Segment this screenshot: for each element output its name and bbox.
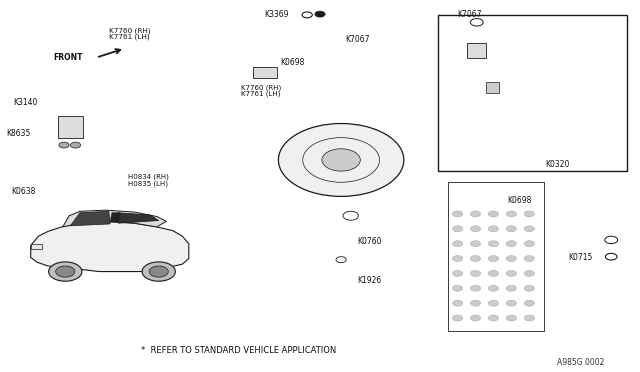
Circle shape bbox=[506, 315, 516, 321]
Circle shape bbox=[488, 285, 499, 291]
Circle shape bbox=[524, 256, 534, 262]
Circle shape bbox=[142, 262, 175, 281]
Bar bbox=[5, 13, 236, 236]
Bar bbox=[448, 182, 544, 331]
Circle shape bbox=[452, 270, 463, 276]
Text: K7760 (RH): K7760 (RH) bbox=[241, 84, 281, 91]
Circle shape bbox=[506, 270, 516, 276]
Circle shape bbox=[452, 241, 463, 247]
Circle shape bbox=[70, 142, 81, 148]
Polygon shape bbox=[70, 211, 110, 226]
Circle shape bbox=[524, 300, 534, 306]
Circle shape bbox=[488, 226, 499, 232]
Text: K0638: K0638 bbox=[12, 187, 36, 196]
Circle shape bbox=[524, 211, 534, 217]
Circle shape bbox=[524, 270, 534, 276]
Circle shape bbox=[322, 149, 360, 171]
Circle shape bbox=[524, 285, 534, 291]
Circle shape bbox=[59, 142, 69, 148]
Polygon shape bbox=[31, 221, 189, 272]
Polygon shape bbox=[83, 15, 218, 138]
Text: H0834 (RH): H0834 (RH) bbox=[128, 173, 169, 180]
Circle shape bbox=[488, 270, 499, 276]
Circle shape bbox=[452, 211, 463, 217]
Circle shape bbox=[49, 262, 82, 281]
Bar bbox=[31, 244, 42, 249]
Circle shape bbox=[470, 241, 481, 247]
Circle shape bbox=[506, 300, 516, 306]
Bar bbox=[467, 43, 486, 58]
Circle shape bbox=[488, 256, 499, 262]
Circle shape bbox=[524, 226, 534, 232]
Text: FRONT: FRONT bbox=[53, 53, 83, 62]
Text: K7760 (RH): K7760 (RH) bbox=[109, 27, 150, 34]
Text: K7761 (LH): K7761 (LH) bbox=[241, 91, 280, 97]
Text: K7067: K7067 bbox=[346, 35, 370, 44]
Circle shape bbox=[149, 266, 168, 277]
Circle shape bbox=[488, 211, 499, 217]
Circle shape bbox=[452, 256, 463, 262]
Text: K0698: K0698 bbox=[280, 58, 305, 67]
Circle shape bbox=[506, 226, 516, 232]
Circle shape bbox=[506, 285, 516, 291]
Text: K7761 (LH): K7761 (LH) bbox=[109, 34, 149, 41]
Circle shape bbox=[488, 300, 499, 306]
Circle shape bbox=[452, 315, 463, 321]
Text: K0698: K0698 bbox=[508, 196, 532, 205]
Circle shape bbox=[488, 241, 499, 247]
Polygon shape bbox=[54, 171, 205, 203]
Bar bbox=[253, 67, 277, 78]
Circle shape bbox=[470, 315, 481, 321]
Circle shape bbox=[506, 211, 516, 217]
Bar bbox=[438, 15, 627, 171]
Circle shape bbox=[470, 226, 481, 232]
Circle shape bbox=[506, 241, 516, 247]
Circle shape bbox=[452, 226, 463, 232]
Bar bbox=[58, 116, 83, 138]
Circle shape bbox=[524, 315, 534, 321]
Polygon shape bbox=[110, 213, 120, 222]
Polygon shape bbox=[118, 213, 159, 223]
Text: H0835 (LH): H0835 (LH) bbox=[128, 180, 168, 187]
Text: K1926: K1926 bbox=[357, 276, 381, 285]
Circle shape bbox=[470, 300, 481, 306]
Circle shape bbox=[470, 256, 481, 262]
Bar bbox=[435, 123, 557, 339]
Circle shape bbox=[470, 211, 481, 217]
Circle shape bbox=[278, 124, 404, 196]
Text: K8635: K8635 bbox=[6, 129, 31, 138]
Bar bbox=[486, 82, 499, 93]
Text: K3140: K3140 bbox=[13, 98, 37, 107]
Circle shape bbox=[506, 256, 516, 262]
Circle shape bbox=[452, 300, 463, 306]
Text: K0715: K0715 bbox=[568, 253, 593, 262]
Text: A985G 0002: A985G 0002 bbox=[557, 358, 604, 367]
Text: K3369: K3369 bbox=[264, 10, 289, 19]
Polygon shape bbox=[63, 210, 166, 227]
Text: K7067: K7067 bbox=[457, 10, 481, 19]
Text: K0760: K0760 bbox=[357, 237, 381, 246]
Text: *  REFER TO STANDARD VEHICLE APPLICATION: * REFER TO STANDARD VEHICLE APPLICATION bbox=[141, 346, 336, 355]
Circle shape bbox=[452, 285, 463, 291]
Circle shape bbox=[488, 315, 499, 321]
Circle shape bbox=[315, 11, 325, 17]
Circle shape bbox=[524, 241, 534, 247]
Circle shape bbox=[470, 270, 481, 276]
Circle shape bbox=[470, 285, 481, 291]
Circle shape bbox=[56, 266, 75, 277]
Text: K0320: K0320 bbox=[545, 160, 570, 169]
